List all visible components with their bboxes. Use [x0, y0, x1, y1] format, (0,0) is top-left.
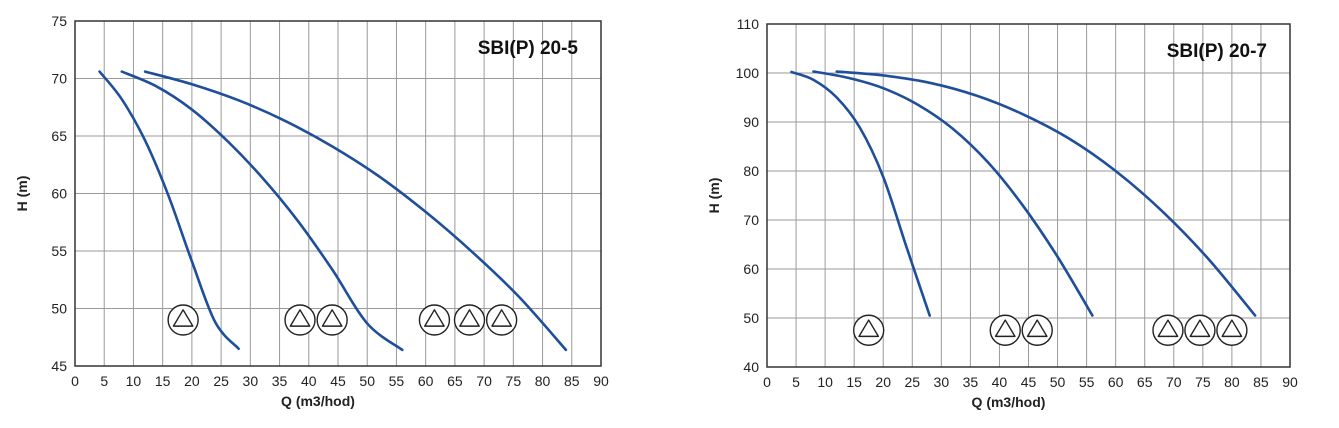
chart-title: SBI(P) 20-5 — [478, 38, 579, 59]
x-tick-label: 15 — [155, 373, 171, 389]
x-tick-label: 45 — [1021, 374, 1037, 390]
x-tick-label: 60 — [418, 373, 434, 389]
y-tick-label: 60 — [51, 186, 67, 202]
y-tick-label: 65 — [51, 128, 67, 144]
x-tick-label: 90 — [1282, 374, 1298, 390]
y-tick-label: 55 — [51, 243, 67, 259]
x-tick-label: 5 — [792, 374, 800, 390]
pump-symbol-icon — [167, 304, 199, 336]
x-tick-label: 5 — [100, 373, 108, 389]
y-tick-label: 70 — [743, 212, 759, 228]
y-tick-label: 110 — [737, 16, 760, 32]
pump-symbol-icon — [1184, 314, 1216, 346]
x-tick-label: 50 — [359, 373, 375, 389]
pump-curve-2 — [120, 70, 404, 352]
plot-frame — [74, 20, 602, 367]
pump-symbol-icon — [485, 304, 518, 336]
pump-symbol-icon — [852, 314, 885, 346]
pump-curve-1 — [98, 70, 240, 351]
x-tick-label: 90 — [593, 373, 609, 389]
x-tick-label: 65 — [447, 373, 463, 389]
pump-curve-1 — [790, 70, 932, 317]
y-tick-label: 60 — [743, 261, 759, 277]
pump-curve-2 — [812, 70, 1094, 317]
x-tick-label: 35 — [963, 374, 979, 390]
pump-curve-3 — [143, 70, 568, 352]
x-tick-label: 80 — [535, 373, 551, 389]
x-axis-label: Q (m3/hod) — [972, 394, 1046, 410]
x-tick-label: 25 — [213, 373, 229, 389]
x-axis-label: Q (m3/hod) — [281, 393, 355, 409]
x-tick-label: 80 — [1224, 374, 1240, 390]
pump-symbol-icon — [418, 304, 451, 336]
y-tick-label: 40 — [743, 359, 759, 375]
y-tick-label: 45 — [51, 358, 67, 374]
plot-frame — [766, 23, 1291, 368]
y-tick-label: 50 — [743, 310, 759, 326]
x-tick-label: 45 — [330, 373, 346, 389]
x-tick-label: 30 — [243, 373, 259, 389]
pump-symbol-icon — [1216, 314, 1248, 346]
pump-symbol-icon — [284, 304, 316, 336]
pump-symbol-icon — [453, 304, 486, 336]
x-tick-label: 85 — [1253, 374, 1269, 390]
y-tick-label: 70 — [51, 71, 67, 87]
x-tick-label: 0 — [71, 373, 79, 389]
pump-symbol-icon — [989, 314, 1021, 346]
x-tick-label: 35 — [272, 373, 288, 389]
x-tick-label: 0 — [763, 374, 771, 390]
pump-symbol-icon — [316, 304, 348, 336]
x-tick-label: 75 — [506, 373, 522, 389]
pump-curve-3 — [835, 70, 1257, 317]
x-tick-label: 70 — [1166, 374, 1182, 390]
x-tick-label: 40 — [301, 373, 317, 389]
x-tick-label: 30 — [934, 374, 950, 390]
x-tick-label: 20 — [875, 374, 891, 390]
x-tick-label: 25 — [904, 374, 920, 390]
x-tick-label: 75 — [1195, 374, 1211, 390]
y-tick-label: 75 — [51, 13, 67, 29]
x-tick-label: 15 — [846, 374, 862, 390]
x-tick-label: 85 — [564, 373, 580, 389]
x-tick-label: 40 — [992, 374, 1008, 390]
y-tick-label: 50 — [51, 301, 67, 317]
chart-title: SBI(P) 20-7 — [1167, 41, 1267, 62]
x-tick-label: 65 — [1137, 374, 1153, 390]
x-tick-label: 20 — [184, 373, 200, 389]
x-tick-label: 55 — [1079, 374, 1095, 390]
y-axis-label: H (m) — [706, 178, 722, 214]
x-tick-label: 10 — [817, 374, 833, 390]
x-tick-label: 50 — [1050, 374, 1066, 390]
y-tick-label: 90 — [743, 114, 759, 130]
pump-symbol-icon — [1021, 314, 1053, 346]
x-tick-label: 10 — [126, 373, 142, 389]
x-tick-label: 60 — [1108, 374, 1124, 390]
x-tick-label: 55 — [389, 373, 405, 389]
y-tick-label: 80 — [743, 163, 759, 179]
chart-sbi-20-5: 0 5 10 15 20 25 30 35 40 45 50 55 60 65 70 75 80 85 90 45 50… — [14, 13, 609, 409]
y-tick-label: 100 — [736, 65, 760, 81]
pump-symbol-icon — [1152, 314, 1184, 346]
chart-sbi-20-7: 0 5 10 15 20 25 30 35 40 45 50 55 60 65 70 75 80 85 90 40 50… — [706, 16, 1298, 410]
y-axis-label: H (m) — [14, 176, 30, 212]
x-tick-label: 70 — [476, 373, 492, 389]
